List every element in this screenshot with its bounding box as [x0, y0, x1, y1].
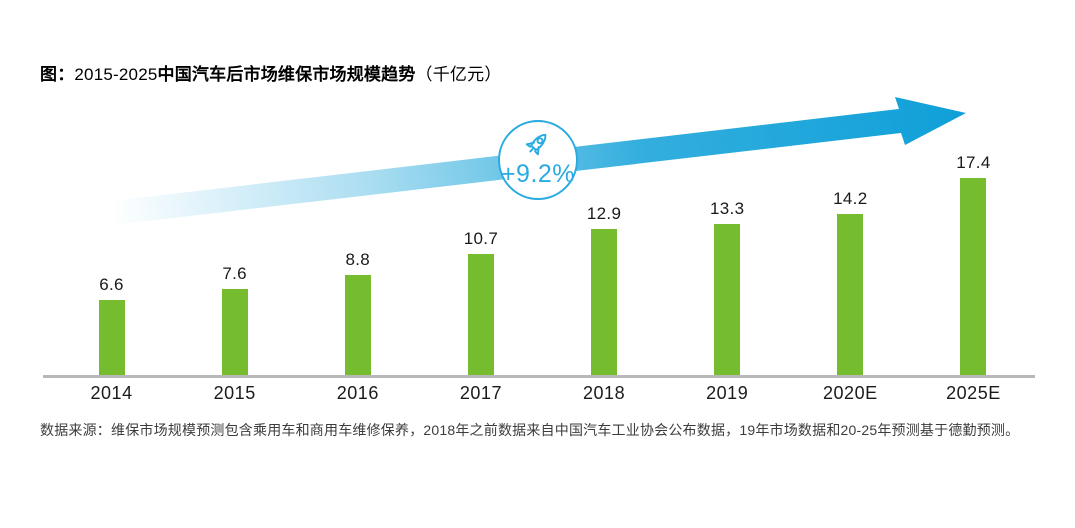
growth-value: +9.2% — [500, 160, 576, 188]
bar-area: 6.6 7.6 8.8 10.7 12.9 13.3 14.2 17.4 — [50, 95, 1035, 375]
bar — [467, 254, 494, 375]
x-tick-label: 2017 — [459, 383, 502, 403]
bar-value-label: 6.6 — [99, 275, 124, 294]
bar-value-label: 17.4 — [956, 153, 991, 172]
chart-title: 图：2015-2025中国汽车后市场维保市场规模趋势（千亿元） — [40, 60, 502, 85]
x-tick-label: 2015 — [213, 383, 256, 403]
x-tick-label: 2018 — [583, 383, 626, 403]
bar-value-label: 7.6 — [222, 264, 247, 283]
bar — [837, 214, 864, 375]
bar-column: 6.6 — [50, 275, 173, 375]
x-axis-labels: 2014 2015 2016 2017 2018 2019 2020E 2025E — [50, 383, 1035, 404]
bar — [960, 178, 987, 375]
x-axis-line — [43, 375, 1035, 378]
bar-value-label: 12.9 — [586, 204, 622, 223]
title-unit: （千亿元） — [415, 65, 502, 84]
bar — [591, 229, 618, 375]
bar-column: 7.6 — [173, 264, 296, 375]
bar-value-label: 10.7 — [463, 229, 499, 248]
bar — [98, 300, 125, 375]
bar — [344, 275, 371, 375]
bar-value-label: 14.2 — [833, 189, 868, 208]
bar-value-label: 8.8 — [345, 250, 371, 269]
x-tick-label: 2019 — [706, 383, 749, 403]
growth-badge: +9.2% — [498, 120, 578, 200]
bar-column: 14.2 — [789, 189, 912, 375]
rocket-icon — [525, 133, 547, 156]
bar — [714, 224, 741, 375]
x-tick-label: 2016 — [336, 383, 379, 403]
bar-value-label: 13.3 — [710, 199, 745, 218]
title-main: 中国汽车后市场维保市场规模趋势 — [157, 65, 416, 84]
bar-column: 17.4 — [912, 153, 1035, 375]
bar-column: 12.9 — [543, 204, 666, 375]
bar — [221, 289, 248, 375]
x-tick-label: 2025E — [946, 383, 1001, 403]
bar-column: 10.7 — [419, 229, 542, 375]
title-prefix: 图： — [40, 65, 75, 84]
x-tick-label: 2014 — [90, 383, 133, 403]
source-note: 数据来源：维保市场规模预测包含乘用车和商用车维修保养，2018年之前数据来自中国… — [40, 422, 1020, 438]
title-range: 2015-2025 — [74, 65, 158, 84]
bar-column: 8.8 — [296, 250, 419, 375]
x-tick-label: 2020E — [823, 383, 878, 403]
bar-column: 13.3 — [666, 199, 789, 375]
